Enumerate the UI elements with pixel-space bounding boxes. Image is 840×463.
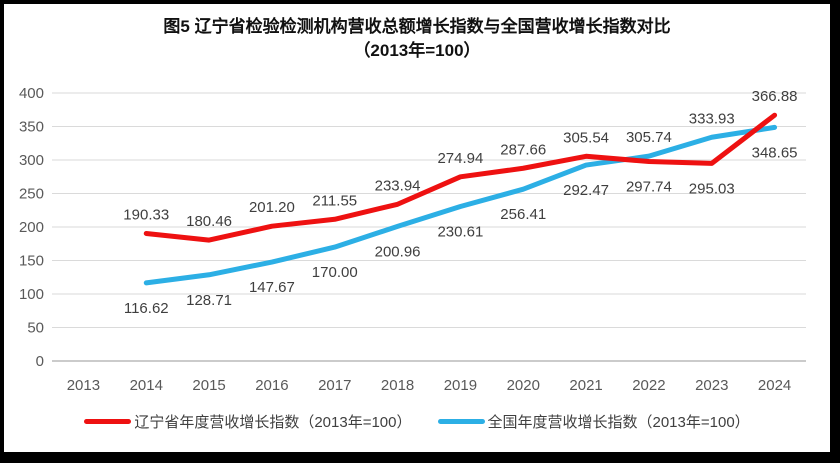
x-axis-tick-label: 2016 [255, 377, 288, 394]
data-label-series-0: 233.94 [375, 177, 421, 194]
y-axis-tick-label: 350 [19, 119, 44, 136]
y-axis-tick-label: 150 [19, 253, 44, 270]
legend-line-swatch-blue [437, 419, 485, 424]
y-axis-tick-label: 300 [19, 152, 44, 169]
data-label-series-1: 292.47 [563, 182, 609, 199]
data-label-series-0: 295.03 [689, 180, 735, 197]
data-label-series-0: 274.94 [437, 150, 483, 167]
series-line-1 [143, 124, 778, 286]
y-axis-tick-label: 50 [27, 320, 44, 337]
x-axis-tick-label: 2019 [444, 377, 477, 394]
x-axis-tick-label: 2023 [695, 377, 728, 394]
x-axis-tick-label: 2013 [67, 377, 100, 394]
line-chart: 0 50 100 150 200 250 300 350 400 2013 2014 2015 2016… [19, 85, 806, 394]
y-axis-tick-label: 100 [19, 286, 44, 303]
legend-item-liaoning: 辽宁省年度营收增长指数（2013年=100） [84, 411, 412, 432]
legend: 辽宁省年度营收增长指数（2013年=100） 全国年度营收增长指数（2013年=… [4, 411, 830, 432]
x-axis-tick-label: 2024 [758, 377, 791, 394]
x-axis-tick-label: 2018 [381, 377, 414, 394]
data-label-series-0: 201.20 [249, 199, 295, 216]
chart-title-line1: 图5 辽宁省检验检测机构营收总额增长指数与全国营收增长指数对比 [163, 17, 671, 36]
data-label-series-1: 116.62 [124, 300, 169, 317]
data-label-series-1: 230.61 [437, 223, 483, 240]
data-label-series-0: 211.55 [312, 192, 357, 209]
x-axis-tick-label: 2022 [632, 377, 665, 394]
chart-title-line2: （2013年=100） [353, 41, 481, 60]
data-label-series-0: 305.54 [563, 129, 609, 146]
data-label-series-1: 348.65 [752, 144, 798, 161]
data-label-series-0: 180.46 [186, 213, 232, 230]
chart-title: 图5 辽宁省检验检测机构营收总额增长指数与全国营收增长指数对比 （2013年=1… [4, 15, 830, 63]
x-axis-tick-label: 2020 [507, 377, 540, 394]
y-axis-tick-label: 200 [19, 219, 44, 236]
data-label-series-1: 147.67 [249, 279, 295, 296]
x-axis-tick-label: 2021 [569, 377, 602, 394]
y-axis-tick-label: 400 [19, 85, 44, 102]
series-line-0 [143, 112, 778, 243]
data-label-series-1: 305.74 [626, 129, 672, 146]
data-label-series-1: 200.96 [375, 243, 421, 260]
data-label-series-0: 287.66 [500, 141, 546, 158]
data-label-series-0: 297.74 [626, 179, 672, 196]
data-label-series-0: 366.88 [752, 88, 798, 105]
x-axis-tick-label: 2015 [192, 377, 225, 394]
data-label-series-1: 333.93 [689, 110, 735, 127]
legend-label-national: 全国年度营收增长指数（2013年=100） [487, 414, 750, 431]
legend-line-swatch-red [84, 419, 132, 424]
y-axis-tick-label: 0 [36, 353, 44, 370]
x-axis-tick-label: 2014 [130, 377, 163, 394]
data-label-series-0: 190.33 [123, 206, 169, 223]
data-label-series-1: 170.00 [312, 264, 358, 281]
data-label-series-1: 128.71 [186, 292, 232, 309]
legend-item-national: 全国年度营收增长指数（2013年=100） [437, 411, 750, 432]
data-label-series-1: 256.41 [500, 206, 546, 223]
legend-label-liaoning: 辽宁省年度营收增长指数（2013年=100） [134, 414, 412, 431]
y-axis-tick-label: 250 [19, 186, 44, 203]
x-axis-tick-label: 2017 [318, 377, 351, 394]
